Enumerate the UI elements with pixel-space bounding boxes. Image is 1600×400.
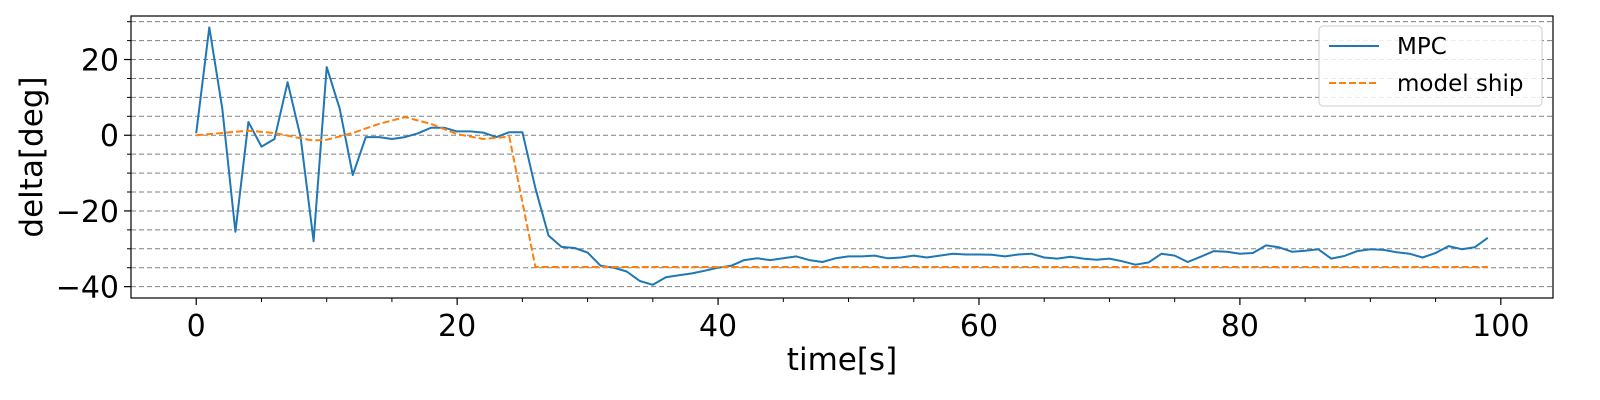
x-tick-label: 0 [187, 309, 206, 344]
series-lines [195, 26, 1489, 286]
series-line-model-ship [196, 116, 1488, 268]
y-tick-label: 20 [81, 44, 119, 79]
legend-label-mpc: MPC [1397, 34, 1447, 60]
y-tick-label: 0 [100, 119, 119, 154]
series-line-mpc [195, 26, 1489, 286]
legend: MPC model ship [1318, 25, 1543, 107]
y-axis-label: delta[deg] [14, 76, 50, 237]
x-tick-label: 100 [1472, 309, 1529, 344]
plot-frame [130, 15, 1554, 299]
x-tick-label: 40 [699, 309, 737, 344]
x-tick-label: 20 [438, 309, 476, 344]
axis-ticks: 0 20 40 60 80 100 20 0 −20 −40 [56, 21, 1529, 344]
y-tick-label: −40 [56, 271, 119, 306]
x-tick-label: 60 [960, 309, 998, 344]
legend-label-model-ship: model ship [1397, 71, 1523, 97]
x-axis-label: time[s] [787, 342, 897, 378]
y-tick-label: −20 [56, 195, 119, 230]
x-tick-label: 80 [1221, 309, 1259, 344]
